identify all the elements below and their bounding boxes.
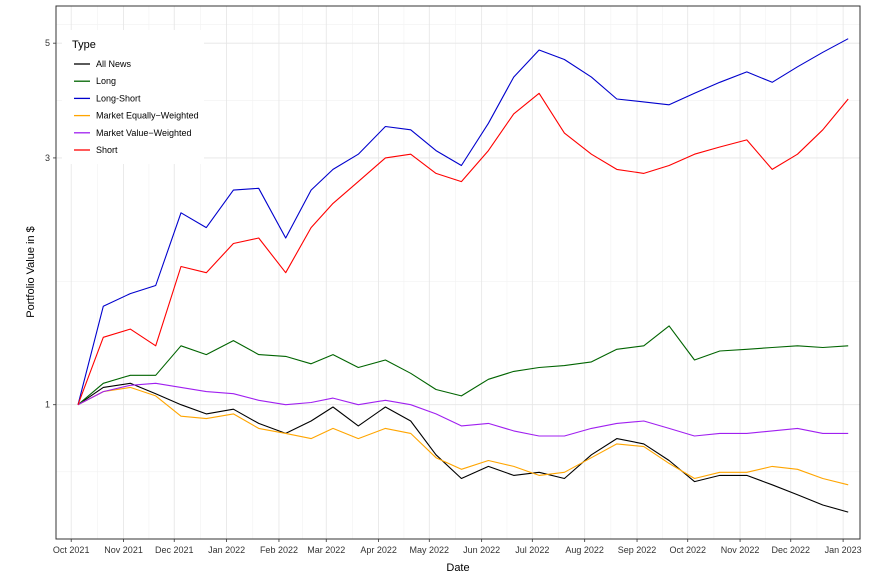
axes: Oct 2021 Nov 2021 Dec 2021 Jan 2022 Feb 2022…: [45, 38, 862, 555]
x-tick-label: Sep 2022: [618, 545, 657, 555]
x-tick-label: Apr 2022: [360, 545, 397, 555]
x-tick-label: May 2022: [410, 545, 450, 555]
x-tick-label: Jul 2022: [515, 545, 549, 555]
legend-label: Market Equally−Weighted: [96, 111, 199, 121]
series-line: [77, 38, 849, 405]
x-tick-label: Dec 2021: [155, 545, 194, 555]
x-tick-label: Oct 2021: [53, 545, 90, 555]
series-line: [77, 325, 849, 406]
y-tick-label: 3: [45, 153, 50, 163]
x-tick-label: Jan 2023: [825, 545, 862, 555]
x-tick-label: Dec 2022: [771, 545, 810, 555]
x-tick-label: Nov 2021: [104, 545, 143, 555]
y-tick-label: 1: [45, 400, 50, 410]
legend: Type All News Long Long-Short Market Equall…: [62, 30, 204, 164]
series-line: [77, 382, 849, 437]
legend-label: Market Value−Weighted: [96, 128, 191, 138]
x-tick-label: Oct 2022: [669, 545, 706, 555]
legend-label: Short: [96, 145, 118, 155]
x-tick-label: Mar 2022: [307, 545, 345, 555]
x-tick-label: Nov 2022: [721, 545, 760, 555]
legend-title: Type: [72, 39, 96, 51]
legend-label: Long-Short: [96, 93, 141, 103]
x-tick-label: Feb 2022: [260, 545, 298, 555]
legend-label: Long: [96, 76, 116, 86]
y-tick-label: 5: [45, 38, 50, 48]
x-tick-label: Jan 2022: [208, 545, 245, 555]
legend-label: All News: [96, 59, 132, 69]
series-line: [77, 92, 849, 405]
y-axis-title: Portfolio Value in $: [25, 226, 37, 318]
x-axis-title: Date: [446, 562, 469, 574]
x-tick-label: Jun 2022: [463, 545, 500, 555]
series-line: [77, 382, 849, 513]
legend-background: [62, 30, 204, 164]
plot-border: [55, 5, 861, 540]
series-line: [77, 386, 849, 486]
x-tick-label: Aug 2022: [565, 545, 604, 555]
series-lines: [77, 38, 849, 513]
